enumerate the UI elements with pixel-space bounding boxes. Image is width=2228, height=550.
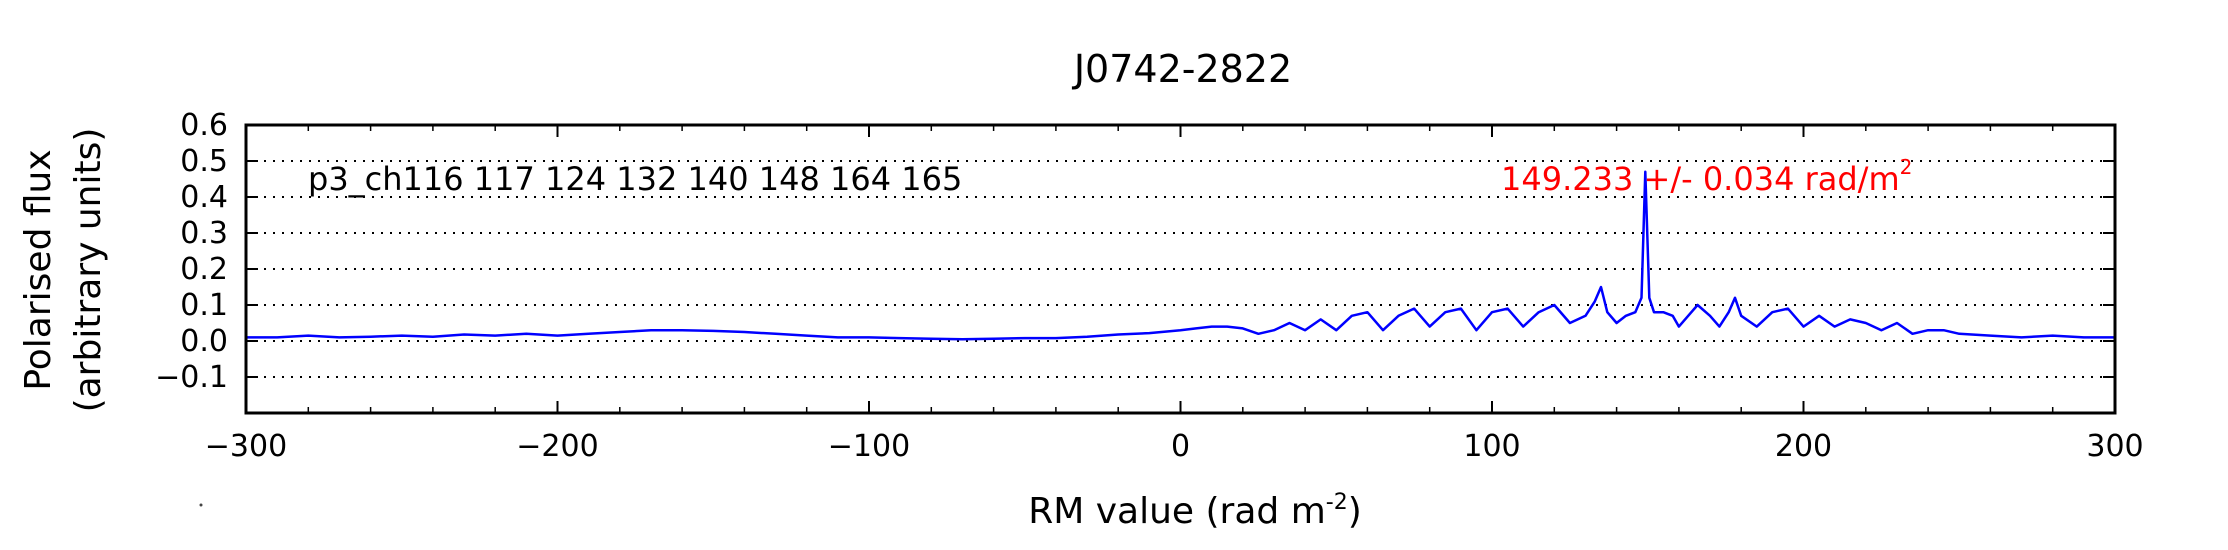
y-tick-label: −0.1 [155,360,228,395]
x-axis-title-superscript: -2 [1326,490,1348,515]
x-tick-label: 200 [1775,429,1832,464]
x-tick-label: −100 [828,429,910,464]
y-tick-label: 0.0 [180,324,228,359]
y-tick-label: 0.2 [180,252,228,287]
x-tick-label: −300 [205,429,287,464]
x-tick-label: 100 [1463,429,1520,464]
x-tick-label: 0 [1171,429,1190,464]
y-tick-label: 0.5 [180,144,228,179]
y-axis-title-line2: (arbitrary units) [68,128,109,413]
y-tick-label: 0.1 [180,288,228,323]
axis-ticks [245,124,2116,413]
y-axis-title-line1: Polarised flux [18,149,59,390]
y-tick-label: 0.6 [180,108,228,143]
x-axis-title-end: ) [1348,491,1362,532]
y-tick-label: 0.4 [180,180,228,215]
y-axis-title-2: (arbitrary units) [68,128,109,413]
series-layer [246,170,2115,341]
x-axis-title: RM value (rad m-2) [1028,490,1362,532]
chart-title: J0742-2822 [1072,47,1292,91]
series-line [246,170,2115,341]
annotation-peak-rm: 149.233 +/- 0.034 rad/m2 [1501,155,1912,198]
annotation-peak-rm-superscript: 2 [1900,155,1913,179]
tick-labels: −300 −200 −100 0 100 200 300−0.10.00.10.20.30.… [155,108,2143,464]
y-axis-title: Polarised flux [18,149,59,390]
x-tick-label: −200 [516,429,598,464]
x-axis-title-main: RM value (rad m [1028,491,1326,532]
annotation-channel-list: p3_ch116 117 124 132 140 148 164 165 [308,160,962,198]
stray-dot [199,503,203,507]
y-tick-label: 0.3 [180,216,228,251]
x-tick-label: 300 [2086,429,2143,464]
grid-lines [246,160,2115,378]
annotation-peak-rm-value: 149.233 +/- 0.034 rad/m [1501,160,1900,198]
